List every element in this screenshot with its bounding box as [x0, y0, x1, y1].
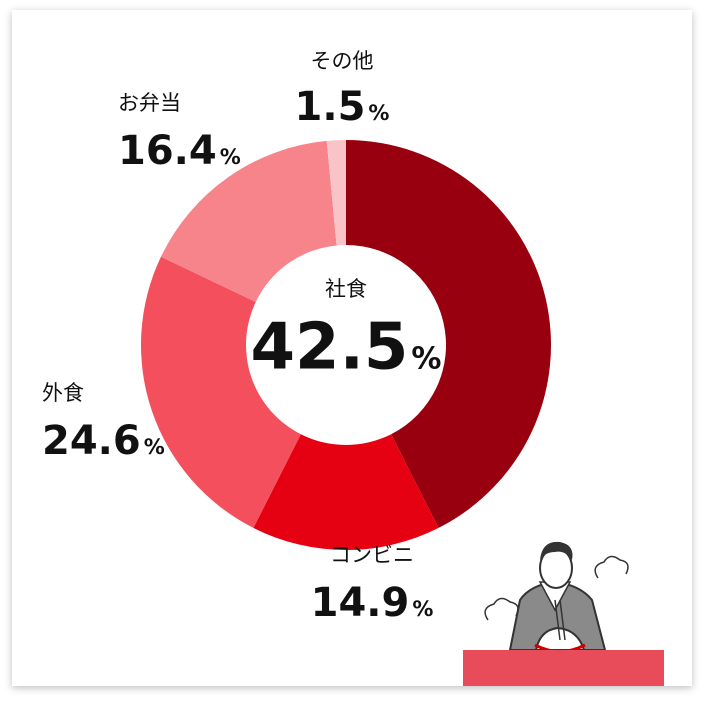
unit: %	[411, 341, 441, 376]
labels: 社食 42.5 % コンビニ 14.9 % 外食 24.6 % お弁当 16.4 % その他 1.5%	[42, 49, 441, 626]
slice	[160, 140, 337, 302]
category-label: コンビニ	[330, 543, 414, 567]
value: 42.5	[251, 310, 409, 384]
donut	[140, 140, 551, 550]
slice	[253, 434, 439, 550]
unit: %	[220, 145, 241, 169]
value: 1.5	[295, 84, 366, 130]
unit: %	[412, 597, 433, 621]
unit: %	[144, 435, 165, 459]
value-label: 1.5%	[295, 84, 390, 130]
value: 24.6	[42, 418, 141, 464]
category-label: お弁当	[118, 91, 181, 115]
slice	[326, 140, 346, 246]
value: 14.9	[311, 580, 410, 626]
value-label: 14.9%	[311, 580, 434, 626]
value-label: 16.4%	[118, 128, 241, 174]
slice	[346, 140, 551, 528]
card	[12, 10, 692, 686]
category-label: 社食	[325, 277, 367, 301]
category-label: その他	[311, 49, 374, 73]
slice	[140, 256, 301, 528]
illustration	[463, 541, 664, 686]
value-label: 24.6%	[42, 418, 165, 464]
unit: %	[368, 101, 389, 125]
category-label: 外食	[42, 381, 84, 405]
value-label: 42.5%	[251, 310, 442, 384]
value: 16.4	[118, 128, 217, 174]
